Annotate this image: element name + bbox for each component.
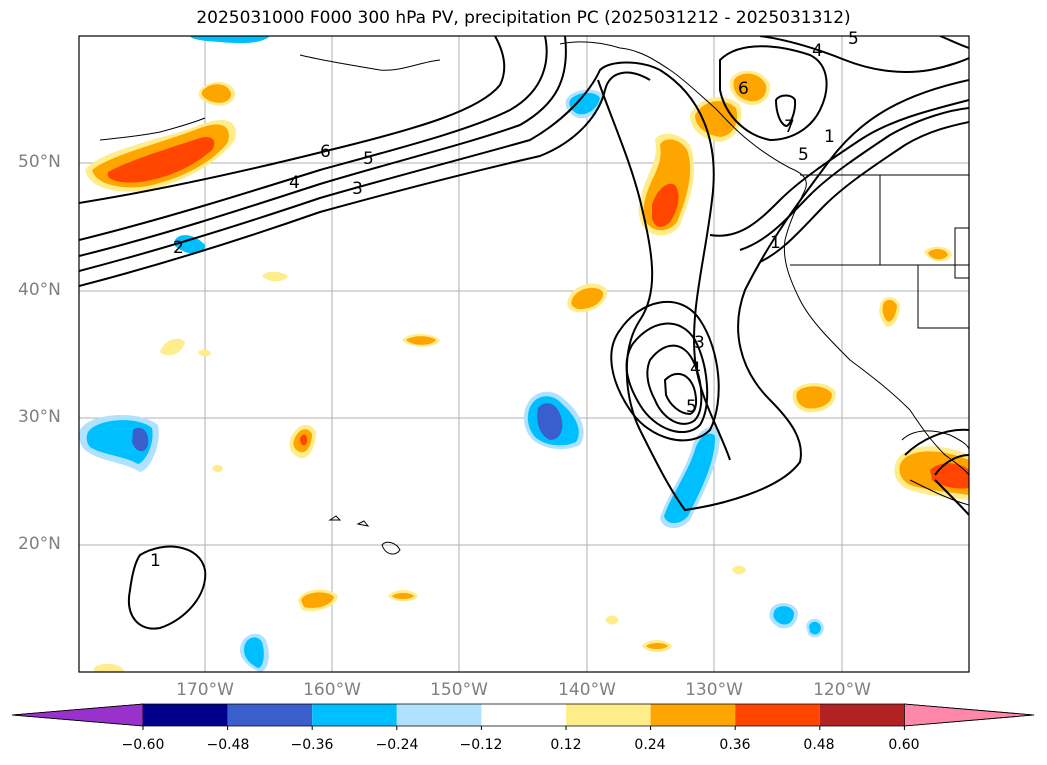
contour-label: 4: [289, 173, 300, 193]
contour-label: 5: [363, 149, 374, 169]
contour-label: 1: [824, 127, 835, 147]
colorbar-tick-label: −0.12: [459, 737, 503, 753]
map-frame: [78, 35, 970, 673]
contour-label: 5: [848, 29, 859, 49]
colorbar-segment: [650, 704, 736, 726]
contour-label: 2: [173, 238, 184, 258]
colorbar-extend-high: [904, 703, 1035, 727]
lon-label: 140°W: [558, 680, 616, 700]
contour-label: 3: [694, 333, 705, 353]
contour-label: 6: [320, 142, 331, 162]
colorbar-segment: [396, 704, 482, 726]
lat-label: 30°N: [18, 407, 61, 427]
colorbar-tick-label: −0.36: [290, 737, 334, 753]
colorbar-segment: [143, 704, 228, 726]
colorbar-tick-label: 0.60: [888, 737, 920, 753]
coastlines: [99, 41, 969, 555]
colorbar-tick-label: 0.12: [550, 737, 582, 753]
lon-label: 120°W: [813, 680, 871, 700]
lon-label: 160°W: [303, 680, 361, 700]
colorbar-tick-label: −0.48: [206, 737, 250, 753]
map-title: 2025031000 F000 300 hPa PV, precipitatio…: [196, 8, 851, 28]
contour-label: 5: [798, 145, 809, 165]
colorbar-tick-label: 0.36: [719, 737, 751, 753]
contour-label: 3: [352, 179, 363, 199]
colorbar-extend-low: [11, 703, 144, 727]
contour-label: 6: [738, 79, 749, 99]
contour-label: 1: [770, 233, 781, 253]
colorbar-segment: [481, 704, 566, 726]
graticule: [79, 36, 969, 672]
colorbar-tick-label: −0.60: [121, 737, 165, 753]
colorbar-tick-label: 0.48: [803, 737, 835, 753]
lat-label: 20°N: [18, 534, 61, 554]
lat-label: 50°N: [18, 152, 61, 172]
precip-shading: [79, 36, 969, 672]
colorbar-segment: [735, 704, 820, 726]
lon-label: 170°W: [176, 680, 234, 700]
colorbar-segment: [312, 704, 397, 726]
contour-label: 4: [812, 41, 823, 61]
contour-label: 5: [686, 397, 697, 417]
contour-label: 7: [784, 117, 795, 137]
contour-labels: 6 5 4 3 2 1 1 3 4 5 4 5 6 7 1 5: [150, 29, 859, 571]
contour-label: 4: [690, 359, 701, 379]
colorbar-tick-label: −0.24: [375, 737, 419, 753]
colorbar-segment: [227, 704, 313, 726]
contour-label: 1: [150, 551, 161, 571]
pv-contours: [79, 36, 969, 630]
colorbar: [11, 703, 1035, 730]
colorbar-segment: [819, 704, 905, 726]
colorbar-tick-label: 0.24: [634, 737, 666, 753]
lon-label: 150°W: [430, 680, 488, 700]
lat-label: 40°N: [18, 280, 61, 300]
lon-label: 130°W: [685, 680, 743, 700]
colorbar-segment: [566, 704, 651, 726]
